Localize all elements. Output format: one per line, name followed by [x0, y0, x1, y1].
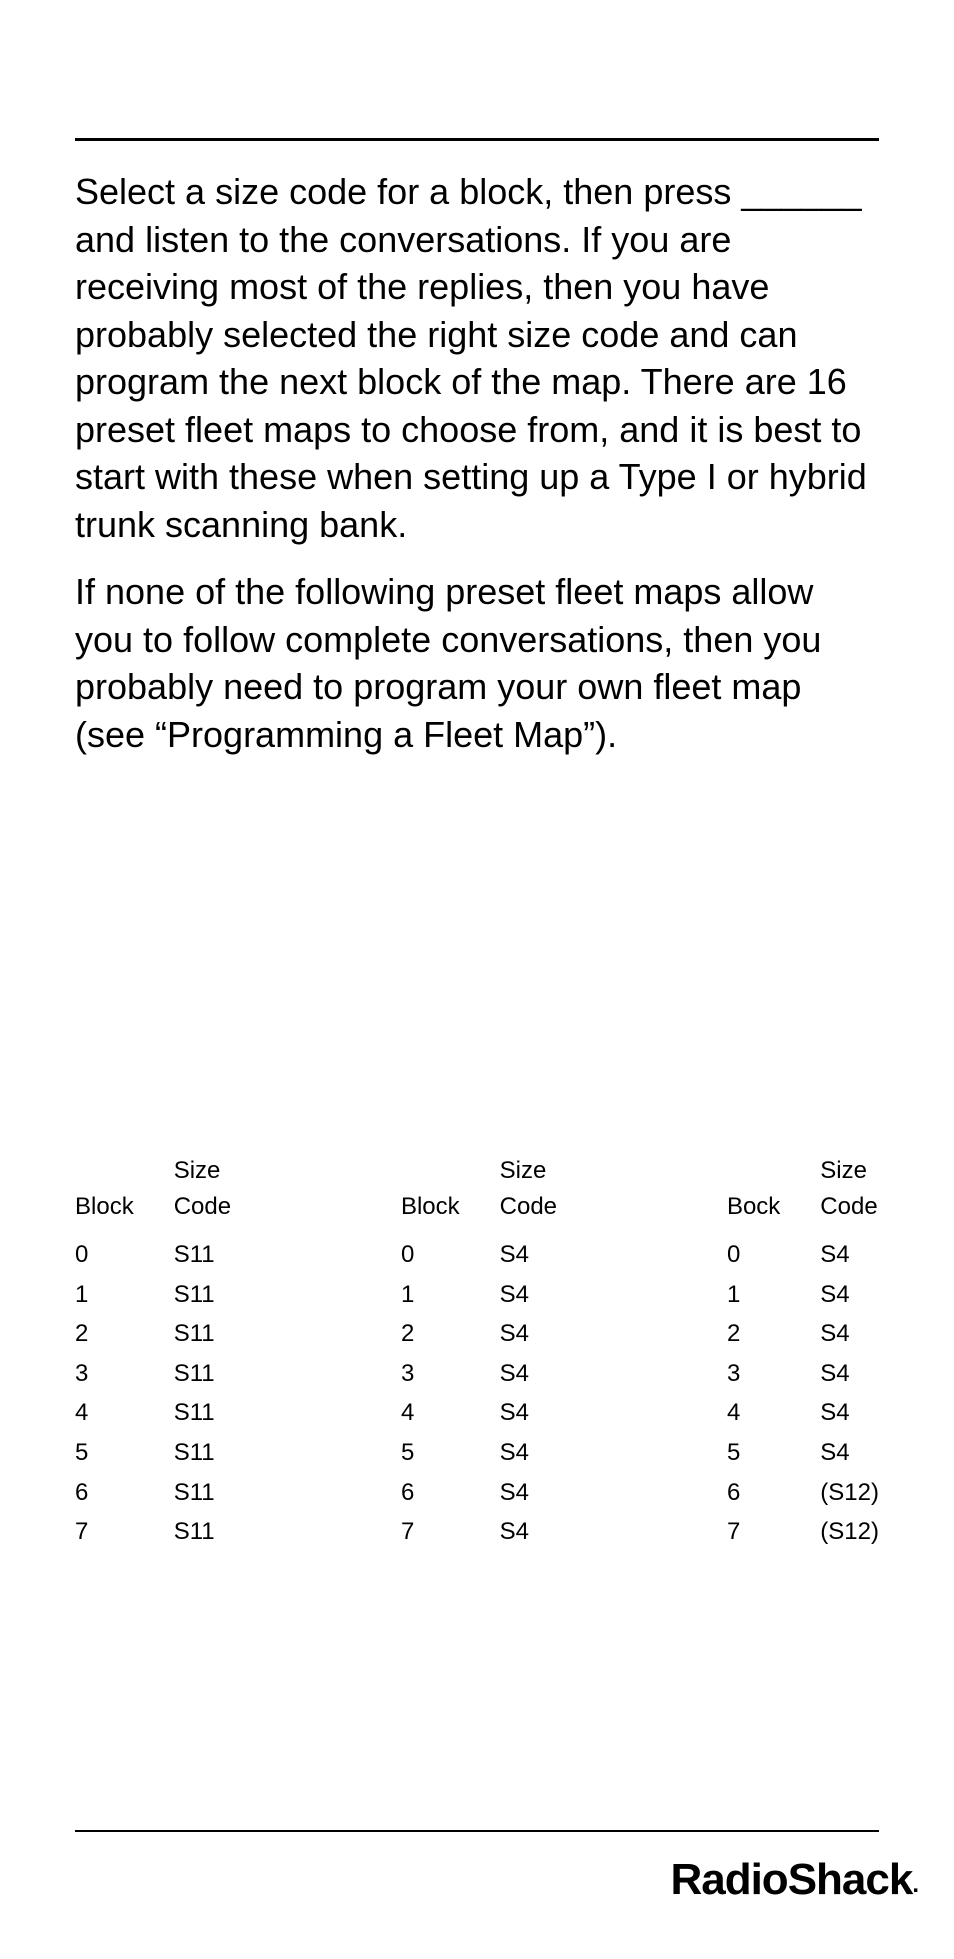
table-cell-size-code: (S12) [820, 1512, 879, 1552]
table-cell-block: 3 [401, 1354, 460, 1394]
table-cell-block: 1 [401, 1275, 460, 1315]
table-cell-block: 0 [401, 1235, 460, 1275]
table-cell-size-code: S4 [820, 1433, 879, 1473]
manual-page: Select a size code for a block, then pre… [0, 0, 954, 1959]
table-cell-size-code: S4 [820, 1354, 879, 1394]
table-cell-size-code: S11 [174, 1235, 231, 1275]
table-cell-size-code: S4 [500, 1512, 557, 1552]
fleet-table: Block01234567SizeCodeS11S11S11S11S11S11S… [75, 1145, 231, 1552]
fleet-table: Bock01234567SizeCodeS4S4S4S4S4S4(S12)(S1… [727, 1145, 879, 1552]
column-header-block: Block [75, 1145, 134, 1225]
table-cell-size-code: S11 [174, 1275, 231, 1315]
table-cell-block: 6 [75, 1473, 134, 1513]
table-cell-size-code: S11 [174, 1473, 231, 1513]
table-cell-size-code: (S12) [820, 1473, 879, 1513]
table-cell-block: 5 [75, 1433, 134, 1473]
table-cell-block: 4 [401, 1393, 460, 1433]
size-code-column: SizeCodeS4S4S4S4S4S4(S12)(S12) [820, 1145, 879, 1552]
table-cell-block: 1 [75, 1275, 134, 1315]
table-cell-size-code: S4 [500, 1314, 557, 1354]
block-column: Bock 01234567 [727, 1145, 780, 1552]
table-cell-block: 0 [75, 1235, 134, 1275]
table-cell-size-code: S4 [500, 1354, 557, 1394]
column-header-block: Block [401, 1145, 460, 1225]
brand-text-radio: Radio [670, 1855, 787, 1904]
table-cell-size-code: S4 [820, 1393, 879, 1433]
body-text-block: Select a size code for a block, then pre… [75, 168, 879, 778]
table-cell-size-code: S4 [500, 1235, 557, 1275]
top-horizontal-rule [75, 138, 879, 141]
table-cell-block: 2 [401, 1314, 460, 1354]
radioshack-logo: RadioShack. [670, 1855, 919, 1905]
paragraph-1: Select a size code for a block, then pre… [75, 168, 879, 548]
table-cell-size-code: S4 [820, 1275, 879, 1315]
table-cell-block: 6 [401, 1473, 460, 1513]
size-code-column: SizeCodeS4S4S4S4S4S4S4S4 [500, 1145, 557, 1552]
table-cell-block: 5 [401, 1433, 460, 1473]
table-cell-size-code: S4 [820, 1235, 879, 1275]
table-cell-block: 0 [727, 1235, 780, 1275]
column-header-size-code: SizeCode [174, 1145, 231, 1225]
table-cell-block: 4 [75, 1393, 134, 1433]
table-cell-size-code: S4 [820, 1314, 879, 1354]
brand-dot: . [912, 1871, 919, 1898]
size-code-column: SizeCodeS11S11S11S11S11S11S11S11 [174, 1145, 231, 1552]
table-cell-block: 6 [727, 1473, 780, 1513]
table-cell-block: 7 [401, 1512, 460, 1552]
column-header-block: Bock [727, 1145, 780, 1225]
table-cell-size-code: S11 [174, 1512, 231, 1552]
table-cell-block: 3 [75, 1354, 134, 1394]
table-cell-size-code: S11 [174, 1433, 231, 1473]
table-cell-size-code: S4 [500, 1275, 557, 1315]
table-cell-block: 1 [727, 1275, 780, 1315]
block-column: Block 01234567 [75, 1145, 134, 1552]
column-header-size-code: SizeCode [820, 1145, 879, 1225]
table-cell-block: 7 [727, 1512, 780, 1552]
table-cell-size-code: S11 [174, 1314, 231, 1354]
table-cell-size-code: S4 [500, 1473, 557, 1513]
bottom-horizontal-rule [75, 1830, 879, 1832]
column-header-size-code: SizeCode [500, 1145, 557, 1225]
paragraph-2: If none of the following preset fleet ma… [75, 568, 879, 758]
fleet-tables-row: Block01234567SizeCodeS11S11S11S11S11S11S… [75, 1145, 879, 1552]
table-cell-size-code: S4 [500, 1393, 557, 1433]
brand-text-shack: Shack [788, 1855, 913, 1904]
table-cell-block: 2 [75, 1314, 134, 1354]
fleet-table: Block01234567SizeCodeS4S4S4S4S4S4S4S4 [401, 1145, 557, 1552]
table-cell-block: 4 [727, 1393, 780, 1433]
table-cell-block: 7 [75, 1512, 134, 1552]
table-cell-size-code: S11 [174, 1393, 231, 1433]
table-cell-block: 3 [727, 1354, 780, 1394]
table-cell-size-code: S4 [500, 1433, 557, 1473]
table-cell-size-code: S11 [174, 1354, 231, 1394]
block-column: Block 01234567 [401, 1145, 460, 1552]
table-cell-block: 2 [727, 1314, 780, 1354]
table-cell-block: 5 [727, 1433, 780, 1473]
